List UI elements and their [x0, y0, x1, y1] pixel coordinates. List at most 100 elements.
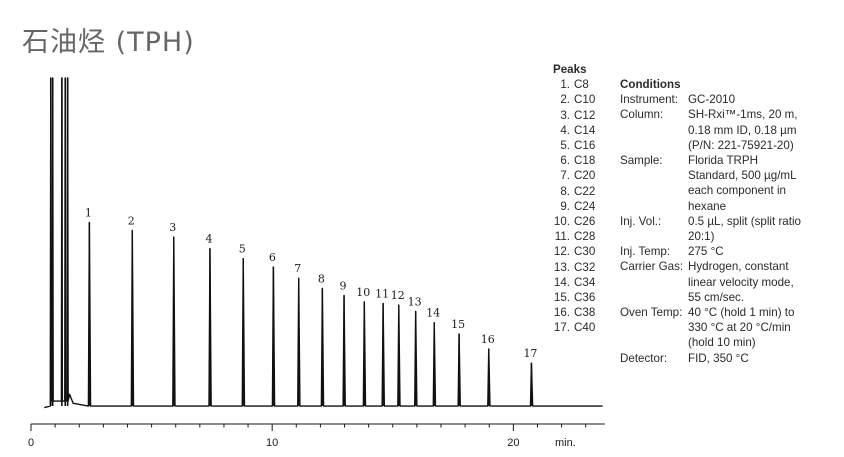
peak-number: 4.	[560, 123, 570, 137]
condition-value: SH-Rxi™-1ms, 20 m, 0.18 mm ID, 0.18 µm (…	[688, 108, 798, 152]
peak-label: 13	[408, 295, 422, 308]
condition-value: 0.5 µL, split (split ratio 20:1)	[688, 214, 801, 244]
peak-compound: C12	[574, 108, 596, 122]
peak-label: 2	[128, 214, 135, 227]
peak-compound: C32	[574, 260, 596, 274]
peak-compound: C40	[574, 321, 596, 335]
x-tick-label: 20	[507, 437, 519, 449]
peak-label: 15	[451, 318, 465, 331]
peak-list-item: 7. C20	[553, 168, 595, 183]
peak-list-item: 3. C12	[553, 108, 595, 123]
peak-number: 10.	[553, 215, 570, 229]
peak-list-item: 13. C32	[553, 260, 595, 275]
peak-number: 16.	[553, 306, 570, 320]
peak-compound: C26	[574, 215, 596, 229]
condition-value: GC-2010	[688, 93, 736, 107]
peak-list-item: 11. C28	[553, 229, 596, 244]
conditions-heading: Conditions	[620, 78, 681, 91]
peak-list-item: 15. C36	[553, 290, 595, 305]
peak-label: 7	[294, 262, 301, 275]
condition-value: Hydrogen, constant linear velocity mode,…	[688, 260, 794, 304]
peak-label: 3	[169, 221, 176, 234]
peak-compound: C10	[574, 93, 596, 107]
peak-number: 7.	[560, 169, 570, 183]
peak-compound: C18	[574, 154, 596, 168]
condition-label: Instrument:	[620, 93, 678, 107]
peak-label: 14	[426, 307, 440, 320]
peak-number: 2.	[560, 93, 570, 107]
condition-value: Florida TRPH Standard, 500 µg/mL each co…	[688, 154, 797, 213]
condition-row: Instrument: GC-2010	[620, 92, 835, 107]
peak-list-item: 16. C38	[553, 305, 595, 320]
condition-label: Inj. Temp:	[620, 245, 671, 259]
peak-compound: C22	[574, 184, 596, 198]
condition-row: Detector: FID, 350 °C	[620, 351, 835, 366]
conditions-panel: Conditions Instrument: GC-2010 Column: SH-R…	[620, 77, 835, 366]
peak-label: 16	[481, 333, 495, 346]
peak-label: 6	[269, 251, 276, 264]
peak-label: 1	[85, 206, 92, 219]
peaks-legend: Peaks 1. C8 2. C10 3. C12 4. C14 5. C16 6. C18 7. C20…	[553, 62, 595, 336]
page-title: 石油烃 (TPH)	[22, 27, 195, 58]
peak-label: 4	[205, 233, 212, 246]
chromatogram-line	[44, 77, 603, 409]
peak-list-item: 2. C10	[553, 92, 595, 107]
peak-compound: C36	[574, 291, 596, 305]
condition-label: Column:	[620, 108, 664, 122]
x-axis-label: min.	[555, 437, 576, 449]
condition-row: Column: SH-Rxi™-1ms, 20 m, 0.18 mm ID, 0.…	[620, 107, 835, 153]
peak-list-item: 4. C14	[553, 123, 595, 138]
peak-compound: C14	[574, 123, 596, 137]
peak-label: 10	[356, 286, 370, 299]
peak-number: 3.	[560, 108, 570, 122]
condition-label: Detector:	[620, 351, 668, 365]
x-tick-label: 10	[266, 437, 278, 449]
peak-number: 11.	[554, 230, 570, 244]
condition-label: Oven Temp:	[620, 306, 683, 320]
condition-row: Carrier Gas: Hydrogen, constant linear ve…	[620, 259, 835, 305]
peak-number: 5.	[560, 139, 570, 153]
peak-list-item: 1. C8	[553, 77, 595, 92]
peak-label: 8	[318, 272, 325, 285]
peak-number: 14.	[553, 275, 570, 289]
peak-list-item: 6. C18	[553, 153, 595, 168]
peak-number: 13.	[553, 260, 570, 274]
peak-list-item: 12. C30	[553, 244, 595, 259]
condition-row: Sample: Florida TRPH Standard, 500 µg/mL …	[620, 153, 835, 214]
peak-compound: C28	[574, 230, 596, 244]
peak-list-item: 17. C40	[553, 320, 595, 335]
peak-list-item: 8. C22	[553, 184, 595, 199]
peak-number: 8.	[560, 184, 570, 198]
condition-value: 40 °C (hold 1 min) to 330 °C at 20 °C/mi…	[688, 306, 795, 350]
peak-label: 9	[340, 279, 347, 292]
peaks-list: 1. C8 2. C10 3. C12 4. C14 5. C16 6. C18 7. C20 8. C22 9…	[553, 77, 595, 335]
peak-number: 1.	[560, 78, 570, 92]
peak-list-item: 14. C34	[553, 275, 595, 290]
condition-row: Inj. Vol.: 0.5 µL, split (split ratio 20:…	[620, 214, 835, 244]
conditions-list: Instrument: GC-2010 Column: SH-Rxi™-1ms, 20…	[620, 92, 835, 366]
chromatogram-trace	[44, 77, 603, 409]
peak-number: 17.	[553, 321, 570, 335]
x-tick-label: 0	[28, 437, 34, 449]
peak-compound: C30	[574, 245, 596, 259]
peak-label: 12	[391, 289, 405, 302]
condition-row: Inj. Temp: 275 °C	[620, 244, 835, 259]
condition-label: Inj. Vol.:	[620, 214, 662, 228]
peak-number: 9.	[560, 199, 570, 213]
condition-label: Carrier Gas:	[620, 260, 684, 274]
peak-list-item: 9. C24	[553, 199, 595, 214]
peak-number: 15.	[553, 291, 570, 305]
peak-compound: C16	[574, 139, 596, 153]
peak-compound: C8	[574, 78, 589, 92]
peak-list-item: 10. C26	[553, 214, 595, 229]
peak-label: 17	[523, 347, 537, 360]
peak-number: 6.	[560, 154, 570, 168]
condition-value: FID, 350 °C	[688, 351, 749, 365]
peak-label: 11	[375, 287, 389, 300]
peaks-heading: Peaks	[553, 63, 587, 76]
peak-number: 12.	[553, 245, 570, 259]
peak-compound: C20	[574, 169, 596, 183]
x-axis: 0 10 20 min.	[28, 423, 605, 449]
condition-label: Sample:	[620, 154, 663, 168]
